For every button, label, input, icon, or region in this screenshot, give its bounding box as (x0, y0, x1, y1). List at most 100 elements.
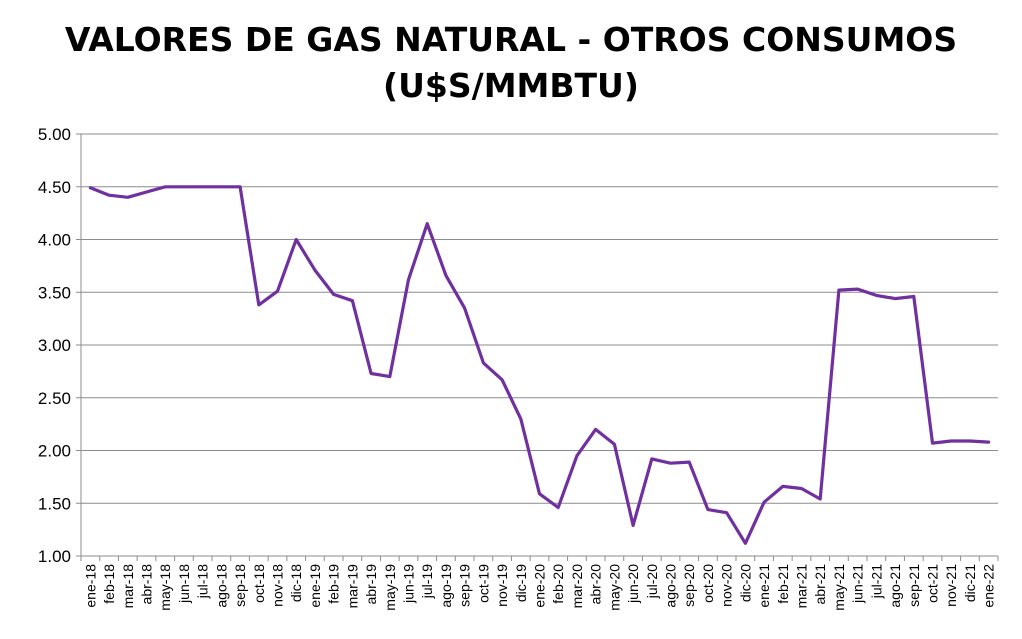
data-point (107, 193, 111, 197)
x-tick-label: jul-18 (195, 564, 211, 599)
data-point (669, 461, 673, 465)
x-tick-label: ago-18 (213, 564, 229, 608)
data-point (519, 417, 523, 421)
x-tick-label: abr-20 (588, 564, 604, 605)
y-tick-label: 3.50 (38, 283, 71, 302)
x-tick-label: feb-21 (775, 564, 791, 604)
x-tick-label: dic-18 (288, 564, 304, 602)
data-point (800, 486, 804, 490)
data-point (407, 278, 411, 282)
data-point (893, 297, 897, 301)
data-point (612, 442, 616, 446)
y-tick-label: 2.00 (38, 442, 71, 461)
x-tick-label: jul-21 (868, 564, 884, 599)
data-point (444, 273, 448, 277)
axes (76, 133, 999, 561)
x-tick-label: ago-19 (438, 564, 454, 608)
x-tick-label: nov-19 (494, 564, 510, 607)
y-tick-label: 1.00 (38, 547, 71, 566)
data-point (687, 460, 691, 464)
x-tick-label: nov-21 (943, 564, 959, 607)
x-tick-label: may-20 (606, 564, 622, 611)
data-point (762, 500, 766, 504)
x-tick-label: ene-22 (981, 564, 997, 608)
data-point (126, 195, 130, 199)
x-tick-label: mar-18 (120, 564, 136, 609)
chart-subtitle: (U$S/MMBTU) (383, 66, 639, 105)
data-point (425, 222, 429, 226)
x-tick-label: ene-20 (532, 564, 548, 608)
x-tick-label: abr-19 (363, 564, 379, 605)
y-axis-tick-labels: 1.00 1.50 2.00 2.50 3.00 3.50 4.00 4.50 5.00 (38, 125, 71, 566)
data-point (706, 508, 710, 512)
x-tick-label: jun-18 (176, 564, 192, 604)
data-point (987, 440, 991, 444)
x-tick-label: feb-18 (101, 564, 117, 604)
data-point (837, 288, 841, 292)
data-point (818, 497, 822, 501)
data-point (201, 185, 205, 189)
data-point (294, 238, 298, 242)
series (88, 185, 991, 545)
x-tick-label: sep-20 (681, 564, 697, 607)
data-point (856, 287, 860, 291)
series-line (88, 185, 991, 545)
x-tick-label: may-21 (831, 564, 847, 611)
data-point (500, 378, 504, 382)
y-tick-label: 4.50 (38, 178, 71, 197)
y-tick-label: 5.00 (38, 125, 71, 144)
x-tick-label: dic-20 (737, 564, 753, 602)
data-point (725, 511, 729, 515)
data-point (743, 541, 747, 545)
data-point (631, 523, 635, 527)
data-point (481, 361, 485, 365)
x-tick-label: oct-19 (475, 564, 491, 603)
x-tick-label: mar-20 (569, 564, 585, 609)
x-tick-label: oct-18 (251, 564, 267, 603)
data-point (650, 457, 654, 461)
data-point (257, 303, 261, 307)
data-point (575, 454, 579, 458)
x-tick-label: abr-21 (812, 564, 828, 605)
data-point (949, 439, 953, 443)
data-point (88, 186, 92, 190)
x-tick-label: mar-19 (344, 564, 360, 609)
data-point (538, 492, 542, 496)
x-tick-label: dic-21 (962, 564, 978, 602)
x-tick-label: sep-19 (457, 564, 473, 607)
data-point (369, 371, 373, 375)
y-tick-label: 3.00 (38, 336, 71, 355)
data-point (350, 299, 354, 303)
x-tick-label: ago-20 (663, 564, 679, 608)
data-point (238, 185, 242, 189)
data-point (313, 268, 317, 272)
x-tick-label: jun-20 (625, 564, 641, 604)
x-tick-label: sep-21 (906, 564, 922, 607)
data-point (163, 185, 167, 189)
x-tick-label: ene-21 (756, 564, 772, 608)
x-tick-label: abr-18 (139, 564, 155, 605)
x-tick-label: nov-20 (719, 564, 735, 607)
x-tick-label: feb-19 (326, 564, 342, 604)
x-tick-label: ago-21 (887, 564, 903, 608)
data-point (332, 292, 336, 296)
x-tick-label: oct-20 (700, 564, 716, 603)
data-point (182, 185, 186, 189)
x-tick-label: may-18 (157, 564, 173, 611)
x-tick-label: nov-18 (270, 564, 286, 607)
x-tick-label: ene-19 (307, 564, 323, 608)
data-point (219, 185, 223, 189)
x-axis-tick-labels: ene-18 feb-18 mar-18 abr-18 may-18 jun-18 jul-… (82, 564, 996, 611)
x-tick-label: jun-19 (401, 564, 417, 604)
data-point (145, 190, 149, 194)
chart-title: VALORES DE GAS NATURAL - OTROS CONSUMOS (64, 20, 958, 59)
x-tick-label: ene-18 (82, 564, 98, 608)
y-tick-label: 1.50 (38, 494, 71, 513)
x-tick-label: dic-19 (513, 564, 529, 602)
data-point (912, 294, 916, 298)
data-point (556, 505, 560, 509)
data-point (388, 375, 392, 379)
data-point (874, 293, 878, 297)
x-tick-label: may-19 (382, 564, 398, 611)
x-tick-label: feb-20 (550, 564, 566, 604)
